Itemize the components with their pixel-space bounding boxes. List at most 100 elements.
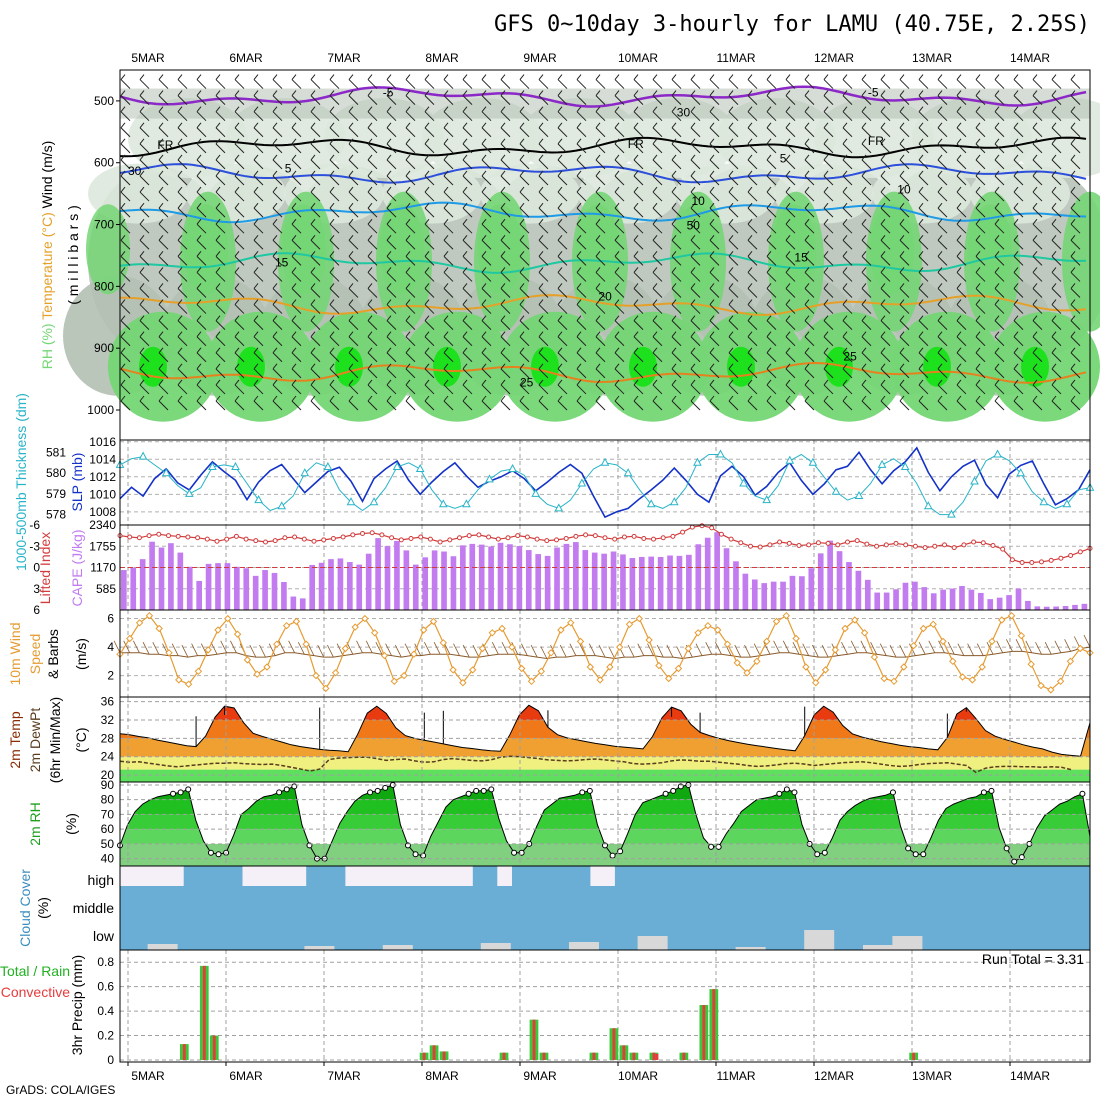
- wind-barbs: [120, 74, 1081, 411]
- wind-barb: [804, 159, 815, 170]
- wind-barb: [1032, 138, 1038, 145]
- wind-barb: [652, 159, 663, 170]
- wind-speed-marker: [625, 620, 634, 629]
- wind-barb: [462, 272, 473, 282]
- wind-barb: [1051, 239, 1062, 250]
- wind-barb: [1013, 202, 1019, 209]
- wind-barb: [937, 127, 948, 138]
- wind-barb: [614, 186, 620, 193]
- wind-barb: [671, 111, 682, 122]
- wind-barb: [633, 363, 639, 370]
- wind-barb: [804, 122, 810, 129]
- wind-barb: [766, 395, 772, 402]
- wind-barb: [557, 218, 563, 225]
- lifted-marker: [961, 542, 967, 548]
- wind-barb: [785, 239, 796, 250]
- wind-barb: [139, 239, 150, 250]
- wind-barb: [595, 186, 601, 193]
- wind-barb: [880, 207, 891, 218]
- wind-barb: [1070, 122, 1076, 129]
- wind-barb: [443, 239, 454, 250]
- wind-barb: [405, 170, 411, 177]
- wind-barb: [424, 255, 435, 266]
- wind-barb: [652, 363, 658, 370]
- wind-barb: [937, 170, 943, 177]
- rh-marker: [617, 848, 624, 855]
- wind-barb: [386, 202, 392, 209]
- wind-barb-10m: [521, 643, 528, 656]
- wind-barb: [158, 202, 164, 209]
- wind-barb: [557, 251, 563, 257]
- wind-barb: [120, 255, 131, 266]
- wind-barb: [196, 267, 202, 273]
- wind-barb: [1070, 170, 1076, 177]
- wind-barb: [880, 175, 891, 186]
- rh-blob-bright: [629, 346, 657, 387]
- wind-barb: [842, 363, 848, 370]
- wind-barb: [405, 347, 411, 354]
- wind-barb: [139, 379, 145, 386]
- wind-barb: [709, 170, 715, 177]
- wind-barb-10m: [472, 644, 480, 658]
- wind-barb: [215, 315, 221, 321]
- wind-barb: [196, 239, 207, 250]
- wind-speed-marker: [527, 677, 536, 686]
- wind-barb: [405, 90, 411, 96]
- wind-barb: [937, 336, 948, 347]
- wind-barb: [557, 384, 568, 395]
- wind-barb: [538, 127, 549, 138]
- wind-barb: [196, 352, 207, 363]
- cape-bar: [601, 553, 607, 610]
- wind-barb: [861, 239, 872, 250]
- wind-barb: [804, 218, 810, 225]
- wind-barb: [937, 143, 948, 154]
- wind-barb: [842, 143, 853, 154]
- wind-barb: [310, 95, 321, 105]
- wind-barb: [804, 154, 810, 161]
- wind-barb: [139, 368, 150, 379]
- wind-barb: [1032, 315, 1038, 321]
- wind-barb: [956, 111, 967, 122]
- wind-barb: [234, 122, 240, 129]
- wind-barb: [956, 363, 962, 370]
- precip-legend-conv: Convective: [1, 984, 70, 1000]
- wind-barb: [462, 202, 468, 209]
- wind-barb: [481, 175, 492, 186]
- low-cloud-bar: [863, 945, 893, 950]
- cape-bar: [478, 544, 485, 610]
- wind-barb: [348, 159, 359, 170]
- wind-barb: [272, 186, 278, 193]
- wind-barb: [253, 255, 264, 266]
- wind-barb: [614, 239, 625, 250]
- wind-barb: [671, 191, 682, 202]
- wind-barb: [994, 74, 1000, 80]
- wind-barb: [348, 234, 354, 241]
- wind-barb: [633, 170, 639, 177]
- cape-bar: [403, 550, 410, 610]
- wind-barb: [728, 90, 734, 96]
- wind-barb: [918, 400, 929, 411]
- wind-barb: [1070, 207, 1081, 218]
- wind-barb: [709, 368, 720, 379]
- wind-barb: [500, 95, 511, 105]
- wind-barb: [120, 170, 126, 177]
- cape-tick-label: 1755: [89, 539, 116, 553]
- contour-label: 10: [897, 183, 911, 197]
- wind-barb: [1051, 90, 1057, 96]
- lifted-marker: [592, 533, 598, 539]
- wind-speed-marker: [429, 617, 438, 626]
- x-tick-label-bottom: 11MAR: [716, 1069, 755, 1083]
- wind-barb: [728, 154, 734, 161]
- wind-barb: [994, 267, 1000, 273]
- wind-barb: [823, 154, 829, 161]
- high-gap: [242, 866, 307, 886]
- lifted-marker: [156, 531, 162, 537]
- wind-barb: [880, 299, 886, 305]
- wind-barb: [234, 234, 240, 241]
- wind-barb: [272, 138, 278, 145]
- wind-barb: [1051, 288, 1062, 298]
- wind-barb: [785, 347, 791, 354]
- wind-barb: [1032, 90, 1038, 96]
- wind-barb: [994, 79, 1005, 89]
- wind-barb: [462, 234, 468, 241]
